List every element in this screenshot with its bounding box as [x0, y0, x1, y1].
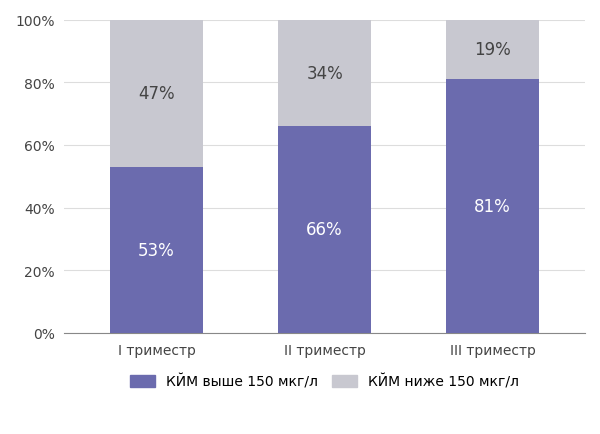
Text: 34%: 34% [306, 65, 343, 82]
Text: 66%: 66% [306, 221, 343, 239]
Bar [446, 20, 539, 80]
Bar [278, 127, 371, 333]
Text: 47%: 47% [139, 85, 175, 103]
Bar [278, 20, 371, 127]
Text: 53%: 53% [138, 241, 175, 259]
Legend: КЙМ выше 150 мкг/л, КЙМ ниже 150 мкг/л: КЙМ выше 150 мкг/л, КЙМ ниже 150 мкг/л [130, 374, 519, 389]
Bar [446, 80, 539, 333]
Text: 19%: 19% [474, 41, 511, 59]
Text: 81%: 81% [474, 197, 511, 215]
Bar [110, 168, 203, 333]
Bar [110, 20, 203, 168]
